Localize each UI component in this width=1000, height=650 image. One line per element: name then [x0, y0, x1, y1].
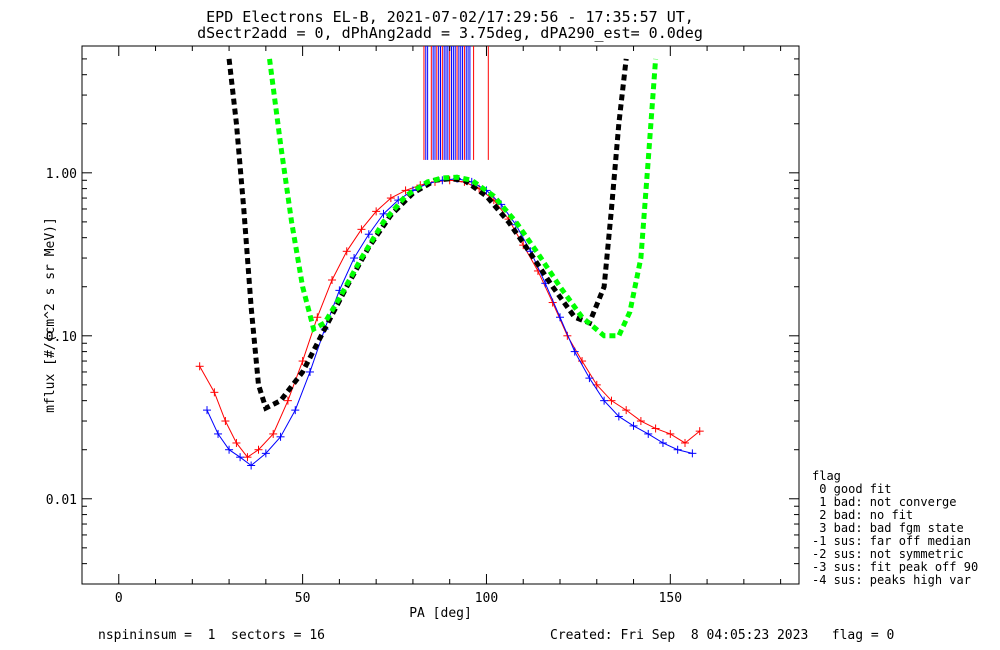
footer-left: nspininsum = 1 sectors = 16	[98, 628, 325, 643]
x-axis-label: PA [deg]	[409, 606, 472, 621]
x-tick-label: 150	[659, 591, 682, 606]
data-point	[236, 453, 245, 462]
data-point	[261, 449, 270, 458]
data-point	[342, 247, 351, 256]
legend-title: flag	[812, 469, 841, 483]
y-tick-label: 0.01	[46, 493, 77, 508]
legend-entry: 2 bad: no fit	[812, 508, 914, 522]
data-point	[291, 406, 300, 415]
data-point	[328, 275, 337, 284]
data-point	[210, 388, 219, 397]
data-point	[269, 429, 278, 438]
data-series-0	[199, 179, 701, 458]
data-point	[658, 438, 667, 447]
data-point	[570, 347, 579, 356]
data-point	[232, 438, 241, 447]
data-point	[357, 225, 366, 234]
data-point	[585, 374, 594, 383]
chart-subtitle: dSectr2add = 0, dPhAng2add = 3.75deg, dP…	[197, 24, 703, 42]
data-point	[276, 432, 285, 441]
data-point	[666, 429, 675, 438]
y-tick-label: 1.00	[46, 167, 77, 182]
y-tick-label: 0.10	[46, 330, 77, 345]
data-point	[203, 406, 212, 415]
data-series-1	[206, 178, 693, 467]
legend-entry: -3 sus: fit peak off 90	[812, 560, 979, 574]
legend-entry: -4 sus: peaks high var	[812, 573, 971, 587]
data-point	[600, 396, 609, 405]
legend-entry: -2 sus: not symmetric	[812, 547, 964, 561]
data-point	[298, 357, 307, 366]
data-point	[305, 367, 314, 376]
legend-entry: 0 good fit	[812, 482, 892, 496]
y-axis-label: mflux [#/(cm^2 s sr MeV)]	[43, 217, 58, 413]
data-point	[651, 424, 660, 433]
fit-curve-3	[267, 58, 659, 339]
vertical-lines-group	[423, 46, 489, 160]
data-point	[556, 313, 564, 322]
chart-title: EPD Electrons EL-B, 2021-07-02/17:29:56 …	[206, 8, 694, 26]
legend-entry: 3 bad: bad fgm state	[812, 521, 964, 535]
x-tick-label: 0	[115, 591, 123, 606]
data-point	[607, 396, 616, 405]
data-point	[195, 362, 204, 371]
data-point	[614, 412, 623, 421]
legend-entry: 1 bad: not converge	[812, 495, 957, 509]
footer-right: Created: Fri Sep 8 04:05:23 2023 flag = …	[550, 628, 895, 643]
data-point	[254, 445, 263, 454]
data-point	[283, 396, 292, 405]
data-point	[386, 194, 395, 203]
x-tick-label: 50	[295, 591, 311, 606]
data-point	[221, 417, 230, 426]
data-point	[681, 438, 690, 447]
data-point	[401, 186, 410, 195]
data-point	[688, 449, 697, 458]
data-point	[350, 254, 359, 263]
tick-group: 0 50 100 150 0.01 0.10 1.00 PA [deg] mflux [#/(c…	[43, 45, 799, 621]
data-point	[214, 429, 223, 438]
flag-legend: flag 0 good fit 1 bad: not converge 2 ba…	[812, 470, 978, 587]
data-point	[629, 421, 638, 430]
data-point	[372, 207, 381, 216]
data-point	[644, 429, 653, 438]
legend-entry: -1 sus: far off median	[812, 534, 971, 548]
data-point	[225, 445, 234, 454]
data-point	[673, 445, 682, 454]
series-group	[195, 58, 704, 470]
data-point	[622, 406, 631, 415]
data-point	[636, 417, 645, 426]
data-point	[243, 453, 252, 462]
data-point	[379, 209, 388, 218]
data-point	[563, 331, 572, 340]
data-point	[313, 313, 322, 322]
data-point	[247, 461, 256, 470]
x-tick-label: 100	[475, 591, 498, 606]
data-point	[364, 230, 373, 239]
data-point	[695, 427, 704, 436]
